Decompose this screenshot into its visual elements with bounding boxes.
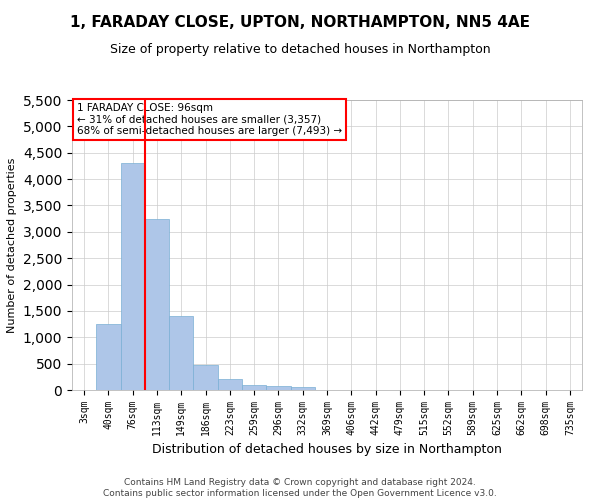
Bar (169, 316, 193, 390)
Y-axis label: Number of detached properties: Number of detached properties (7, 158, 17, 332)
Bar (266, 386, 290, 390)
Bar (145, 218, 169, 390)
Text: Size of property relative to detached houses in Northampton: Size of property relative to detached ho… (110, 42, 490, 56)
Bar (242, 384, 266, 390)
X-axis label: Distribution of detached houses by size in Northampton: Distribution of detached houses by size … (152, 444, 502, 456)
Bar (193, 365, 218, 390)
Bar (290, 388, 315, 390)
Bar (218, 380, 242, 390)
Text: 1 FARADAY CLOSE: 96sqm
← 31% of detached houses are smaller (3,357)
68% of semi-: 1 FARADAY CLOSE: 96sqm ← 31% of detached… (77, 103, 342, 136)
Bar (121, 164, 145, 390)
Bar (96, 324, 121, 390)
Text: 1, FARADAY CLOSE, UPTON, NORTHAMPTON, NN5 4AE: 1, FARADAY CLOSE, UPTON, NORTHAMPTON, NN… (70, 15, 530, 30)
Text: Contains HM Land Registry data © Crown copyright and database right 2024.
Contai: Contains HM Land Registry data © Crown c… (103, 478, 497, 498)
